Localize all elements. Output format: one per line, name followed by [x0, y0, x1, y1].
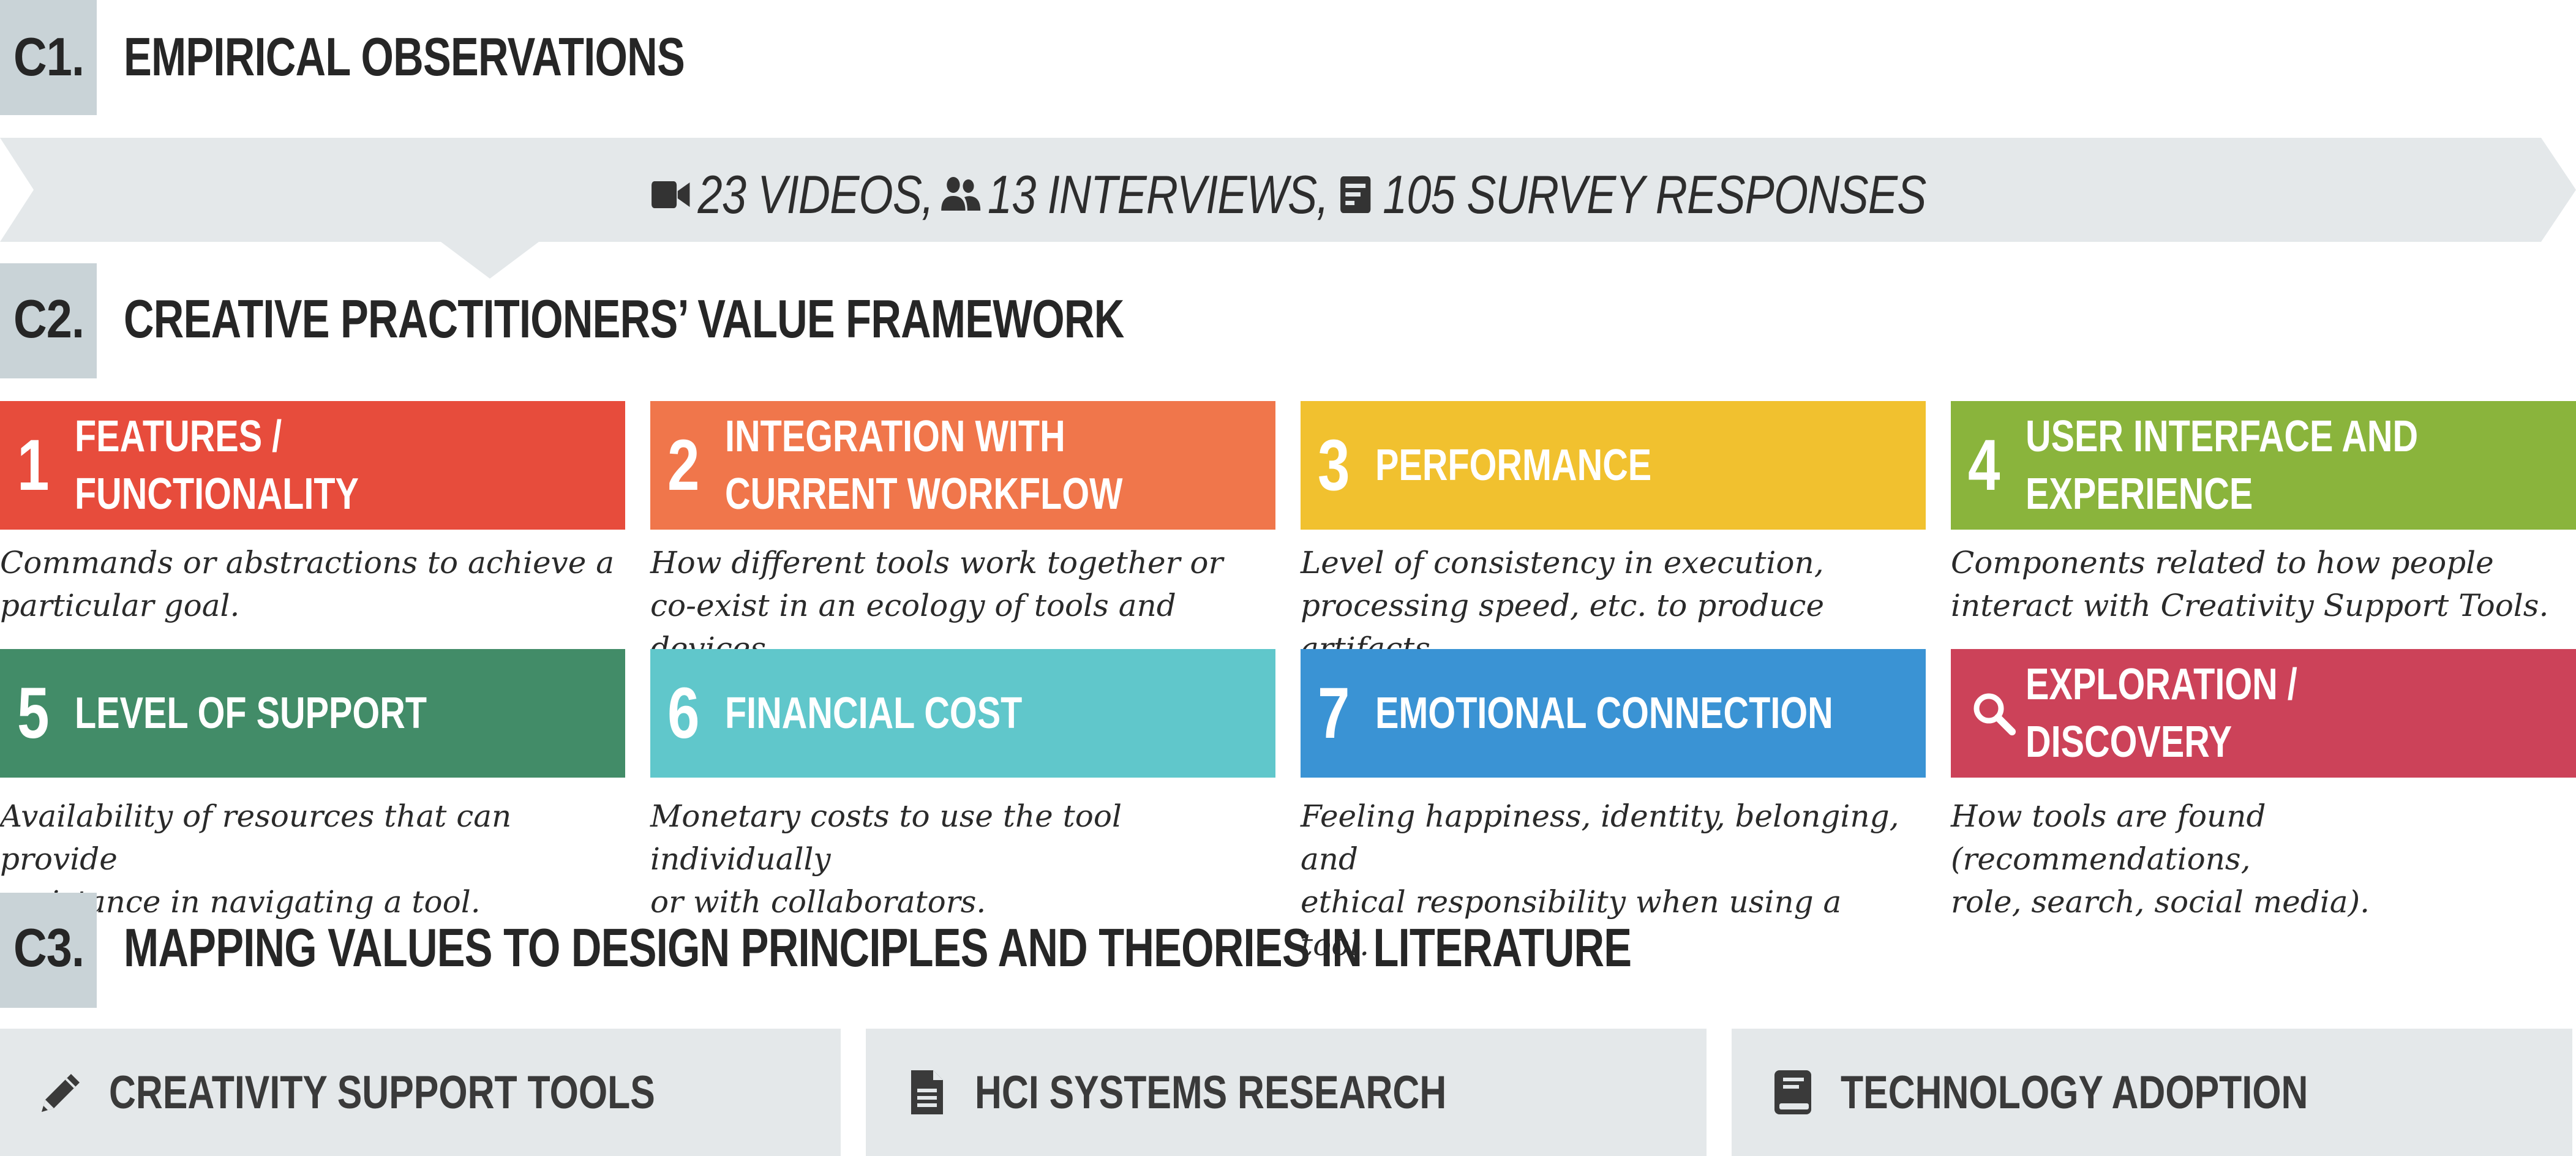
observation-label: 13 INTERVIEWS,: [988, 164, 1329, 225]
literature-label: HCI SYSTEMS RESEARCH: [975, 1066, 1447, 1119]
value-number: 7: [1318, 673, 1350, 754]
value-title: FINANCIAL COST: [725, 689, 1023, 738]
section-c2-box: [0, 263, 97, 378]
value-card-6: 6 FINANCIAL COST: [650, 649, 1275, 778]
section-c3-code: C3.: [13, 917, 84, 978]
section-c3-box: [0, 893, 97, 1008]
observation-survey: 105 SURVEY RESPONSES: [1335, 163, 1927, 226]
value-number: 4: [1968, 425, 2000, 506]
section-c3-title: MAPPING VALUES TO DESIGN PRINCIPLES AND …: [124, 917, 1632, 978]
value-description: Monetary costs to use the tool individua…: [650, 798, 1122, 920]
section-c1-code: C1.: [13, 26, 84, 87]
value-card-7: 7 EMOTIONAL CONNECTION: [1301, 649, 1926, 778]
value-number: 3: [1318, 425, 1350, 506]
value-number: 1: [17, 425, 50, 506]
value-card-1: 1 FEATURES / FUNCTIONALITY: [0, 401, 625, 530]
observation-videos: 23 VIDEOS,: [650, 163, 934, 226]
section-c1-box: [0, 0, 97, 115]
magnifier-icon: [1970, 649, 2017, 778]
section-c1-title: EMPIRICAL OBSERVATIONS: [124, 26, 685, 87]
video-camera-icon: [652, 181, 690, 208]
literature-hci-systems-research: HCI SYSTEMS RESEARCH: [866, 1029, 1707, 1156]
value-number: 6: [667, 673, 700, 754]
value-title: EXPLORATION / DISCOVERY: [2026, 660, 2297, 767]
pencil-icon: [37, 1029, 86, 1156]
value-title: FEATURES / FUNCTIONALITY: [75, 412, 359, 519]
value-title: EMOTIONAL CONNECTION: [1375, 689, 1833, 738]
value-description: Feeling happiness, identity, belonging, …: [1301, 798, 1899, 963]
book-icon: [1768, 1029, 1817, 1156]
people-icon: [941, 177, 981, 211]
value-title: LEVEL OF SUPPORT: [75, 689, 427, 738]
observations-row: 23 VIDEOS, 13 INTERVIEWS, 105 SURVEY RES…: [0, 158, 2576, 231]
value-number: 2: [667, 425, 700, 506]
value-card-5: 5 LEVEL OF SUPPORT: [0, 649, 625, 778]
value-card-3: 3 PERFORMANCE: [1301, 401, 1926, 530]
observation-interviews: 13 INTERVIEWS,: [940, 163, 1329, 226]
literature-creativity-support-tools: CREATIVITY SUPPORT TOOLS: [0, 1029, 841, 1156]
observation-label: 23 VIDEOS,: [697, 164, 934, 225]
survey-form-icon: [1340, 176, 1371, 213]
value-description: Commands or abstractions to achieve a pa…: [0, 545, 615, 623]
value-title: USER INTERFACE AND EXPERIENCE: [2026, 412, 2419, 519]
value-title: INTEGRATION WITH CURRENT WORKFLOW: [725, 412, 1123, 519]
value-card-2: 2 INTEGRATION WITH CURRENT WORKFLOW: [650, 401, 1275, 530]
value-title: PERFORMANCE: [1375, 441, 1652, 490]
section-c2-title: CREATIVE PRACTITIONERS’ VALUE FRAMEWORK: [124, 288, 1124, 349]
observations-banner: [0, 138, 2576, 279]
document-icon: [903, 1029, 952, 1156]
value-description: How tools are found (recommendations, ro…: [1951, 798, 2370, 920]
literature-technology-adoption: TECHNOLOGY ADOPTION: [1732, 1029, 2572, 1156]
value-description: Components related to how people interac…: [1951, 545, 2549, 623]
literature-label: CREATIVITY SUPPORT TOOLS: [109, 1066, 655, 1119]
literature-label: TECHNOLOGY ADOPTION: [1841, 1066, 2308, 1119]
observation-label: 105 SURVEY RESPONSES: [1383, 164, 1926, 225]
value-card-4: 4 USER INTERFACE AND EXPERIENCE: [1951, 401, 2576, 530]
value-card-exploration: EXPLORATION / DISCOVERY: [1951, 649, 2576, 778]
section-c2-code: C2.: [13, 288, 84, 349]
value-number: 5: [17, 673, 50, 754]
